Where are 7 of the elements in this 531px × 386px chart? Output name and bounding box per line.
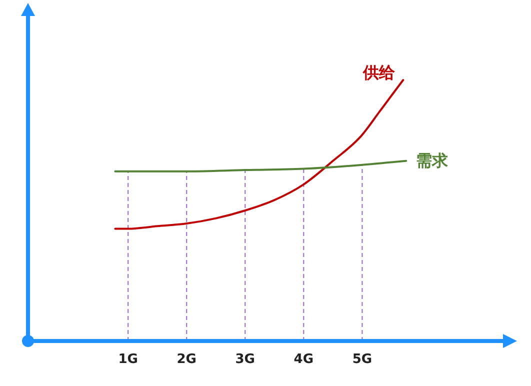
x-tick-label: 1G [118,352,138,367]
x-tick-label: 5G [352,352,372,367]
series-label: 需求 [416,150,450,170]
x-tick-label: 4G [294,352,314,367]
x-tick-label: 3G [235,352,255,367]
x-tick-label: 2G [176,352,196,367]
series-label: 供给 [362,63,396,82]
